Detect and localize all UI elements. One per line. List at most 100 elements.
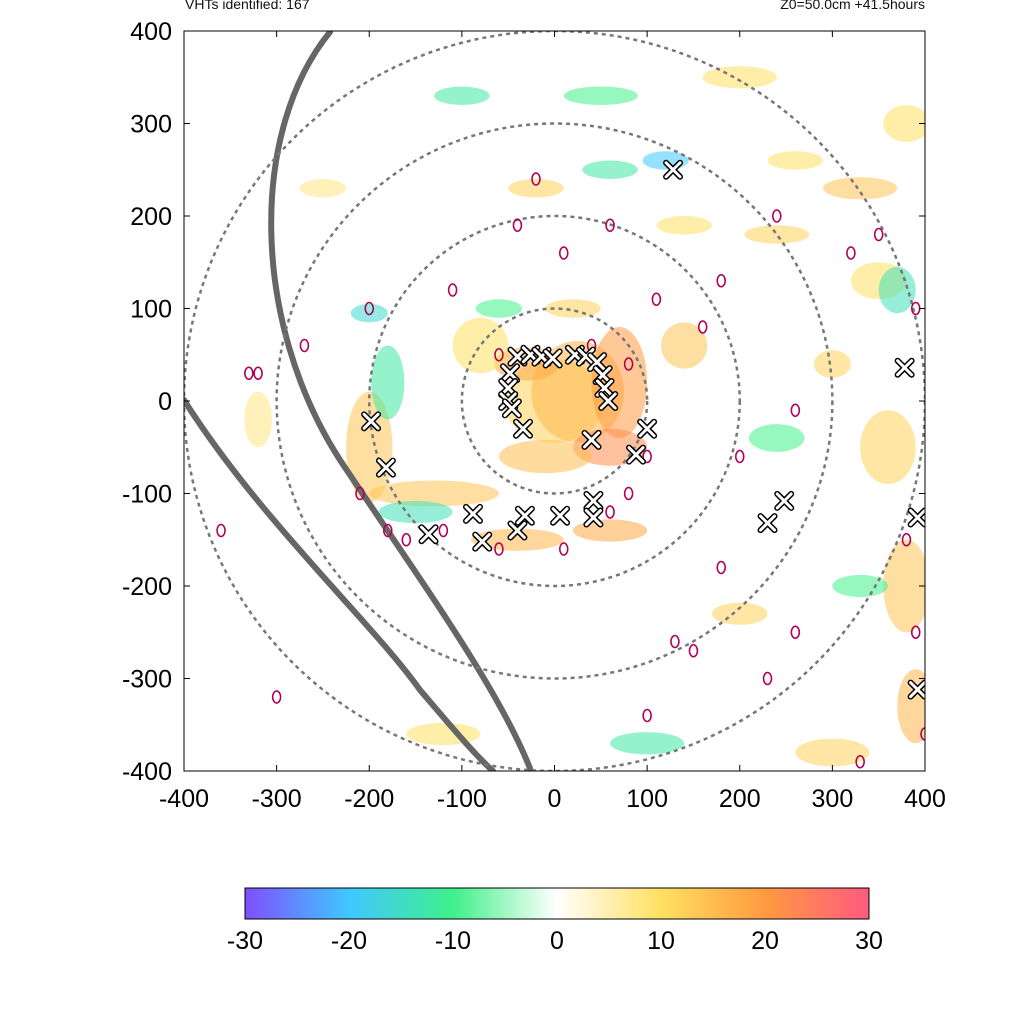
vortex-contour bbox=[605, 218, 615, 233]
x-tick-label: 300 bbox=[812, 785, 854, 813]
vortex-contour bbox=[910, 625, 921, 640]
vortex-contour bbox=[697, 320, 708, 334]
range-ring bbox=[275, 122, 834, 680]
vht-count-label: VHTs identified: 167 bbox=[185, 0, 310, 12]
vht-marker bbox=[907, 679, 925, 700]
vortex-contour bbox=[494, 542, 504, 556]
vortex-contour bbox=[790, 625, 801, 640]
vortex-contours bbox=[216, 172, 925, 769]
vortex-contour bbox=[901, 532, 912, 547]
vht-marker bbox=[472, 531, 493, 552]
anomaly-patch bbox=[813, 350, 851, 378]
anomaly-patch bbox=[573, 519, 648, 542]
x-tick-label: -400 bbox=[159, 785, 209, 813]
vortex-contour bbox=[651, 292, 662, 307]
vht-marker bbox=[418, 524, 439, 545]
x-tick-label: -200 bbox=[344, 785, 394, 813]
y-tick-label: 400 bbox=[130, 18, 172, 46]
anomaly-patch bbox=[475, 299, 523, 318]
vortex-contour bbox=[790, 403, 801, 418]
x-tick-label: 400 bbox=[904, 785, 946, 813]
anomaly-patch bbox=[406, 722, 481, 746]
vortex-contour bbox=[512, 218, 523, 233]
vht-marker bbox=[581, 429, 602, 450]
anomaly-patch bbox=[711, 602, 768, 625]
vht-marker bbox=[594, 378, 615, 399]
vht-marker bbox=[542, 348, 563, 369]
trajectory-curves bbox=[184, 31, 534, 771]
vortex-contour bbox=[605, 505, 615, 519]
y-tick-label: -200 bbox=[122, 573, 172, 601]
anomaly-patch bbox=[244, 391, 272, 448]
colorbar: -30 -20 -10 0 10 20 30 bbox=[227, 887, 883, 955]
anomaly-patch bbox=[656, 216, 712, 235]
y-tick-label: 0 bbox=[158, 388, 172, 416]
anomaly-patch bbox=[823, 177, 898, 200]
x-tick-label: 200 bbox=[719, 785, 761, 813]
level-time-label: Z0=50.0cm +41.5hours bbox=[780, 0, 925, 12]
anomaly-patch bbox=[883, 539, 925, 633]
vht-marker bbox=[757, 513, 778, 534]
vortex-contour bbox=[355, 486, 365, 501]
vortex-contour bbox=[531, 172, 541, 186]
vht-marker bbox=[514, 505, 535, 526]
y-tick-label: -100 bbox=[122, 481, 172, 509]
vht-marker bbox=[894, 357, 915, 378]
trajectory-curve-inner bbox=[268, 31, 534, 771]
vht-marker bbox=[583, 507, 604, 528]
vht-marker bbox=[361, 411, 382, 432]
vortex-contour bbox=[762, 671, 773, 686]
anomaly-patch bbox=[767, 151, 824, 170]
range-rings bbox=[184, 31, 925, 771]
colorbar-tick-label: -30 bbox=[227, 927, 263, 955]
vortex-contour bbox=[642, 708, 652, 723]
vortex-contour bbox=[716, 273, 727, 288]
vht-marker bbox=[501, 398, 522, 419]
anomaly-patch bbox=[744, 225, 810, 244]
vortex-contour bbox=[623, 486, 634, 501]
anomaly-patch bbox=[498, 439, 592, 474]
y-tick-label: 300 bbox=[130, 111, 172, 139]
x-tick-label: 0 bbox=[548, 785, 562, 813]
anomaly-patch bbox=[378, 500, 453, 524]
axes: -400 -300 -200 -100 0 100 200 300 400 -400 -300 -20… bbox=[122, 18, 946, 813]
anomaly-patch bbox=[878, 266, 916, 314]
vortex-contour bbox=[253, 366, 263, 381]
vht-marker bbox=[575, 346, 596, 367]
anomaly-patch bbox=[860, 410, 916, 485]
vht-marker bbox=[550, 505, 571, 526]
x-tick-label: -300 bbox=[252, 785, 302, 813]
vortex-contour bbox=[382, 523, 393, 538]
colorbar-bar bbox=[244, 887, 870, 920]
vht-marker bbox=[513, 418, 534, 439]
anomaly-patch bbox=[749, 424, 805, 452]
vortex-contour bbox=[438, 523, 449, 538]
vht-marker bbox=[907, 507, 925, 528]
trajectory-curve-outer bbox=[184, 397, 496, 771]
colorbar-tick-label: 30 bbox=[855, 927, 883, 955]
range-ring bbox=[368, 214, 741, 588]
anomaly-patch bbox=[508, 179, 564, 198]
colorbar-tick-label: 0 bbox=[550, 927, 564, 955]
x-tick-label: -100 bbox=[437, 785, 487, 813]
vht-marker bbox=[637, 418, 658, 439]
y-tick-label: -400 bbox=[122, 758, 172, 786]
vht-marker bbox=[663, 159, 684, 180]
anomaly-patch bbox=[471, 528, 564, 551]
anomaly-patch bbox=[434, 86, 490, 105]
vortex-contour bbox=[299, 338, 310, 353]
vortex-contour bbox=[271, 690, 282, 704]
colorbar-tick-label: -10 bbox=[435, 927, 471, 955]
vht-marker bbox=[507, 520, 528, 541]
vortex-contour bbox=[364, 301, 375, 316]
anomaly-patch bbox=[545, 299, 601, 318]
vht-marker bbox=[587, 352, 608, 373]
vortex-contour bbox=[716, 560, 727, 575]
y-tick-label: 200 bbox=[130, 203, 172, 231]
vortex-contour bbox=[846, 246, 856, 260]
vortex-contour bbox=[734, 449, 745, 464]
anomaly-patch bbox=[897, 669, 925, 744]
vht-marker bbox=[375, 457, 396, 478]
anomaly-patch bbox=[795, 738, 870, 767]
